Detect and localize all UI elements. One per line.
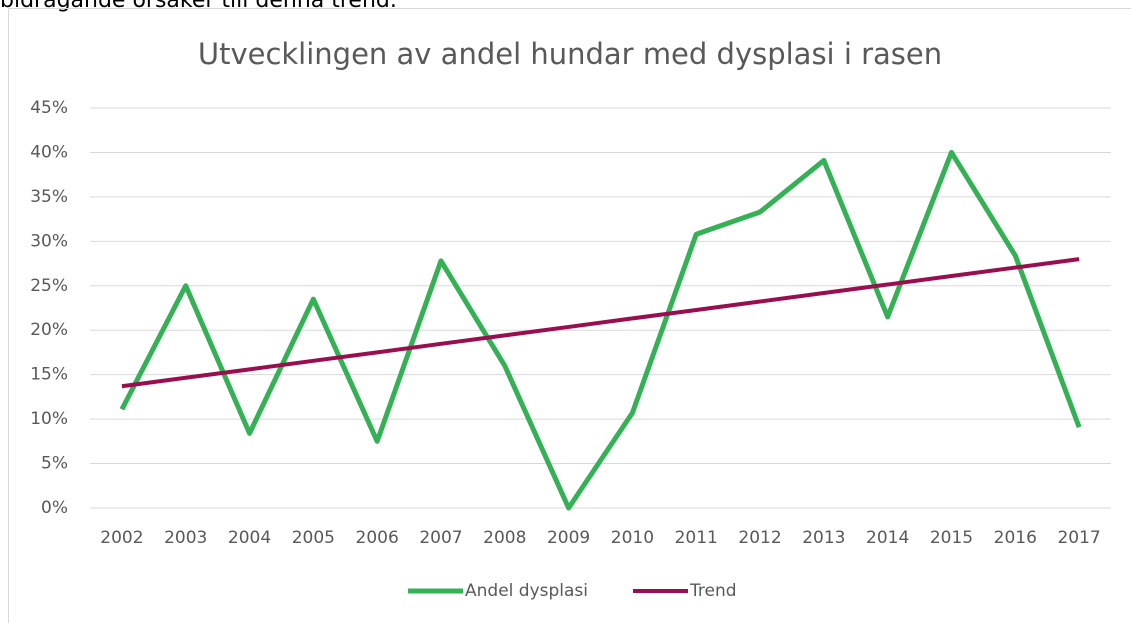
x-tick-label: 2006 [356, 528, 399, 548]
x-tick-label: 2002 [100, 528, 143, 548]
y-tick-label: 5% [41, 454, 68, 474]
x-tick-label: 2013 [802, 528, 845, 548]
y-tick-label: 25% [30, 276, 68, 296]
x-tick-label: 2003 [164, 528, 207, 548]
y-tick-label: 45% [30, 98, 68, 118]
legend-label: Trend [689, 581, 737, 601]
x-tick-label: 2015 [930, 528, 973, 548]
y-tick-label: 20% [30, 320, 68, 340]
chart-title: Utvecklingen av andel hundar med dysplas… [198, 37, 942, 71]
x-tick-label: 2010 [611, 528, 654, 548]
x-tick-label: 2017 [1057, 528, 1100, 548]
x-tick-label: 2004 [228, 528, 271, 548]
y-tick-label: 40% [30, 142, 68, 162]
x-tick-label: 2016 [994, 528, 1037, 548]
legend-label: Andel dysplasi [465, 581, 588, 601]
x-tick-label: 2005 [292, 528, 335, 548]
x-tick-label: 2008 [483, 528, 526, 548]
x-tick-label: 2011 [675, 528, 718, 548]
y-tick-label: 30% [30, 231, 68, 251]
y-tick-label: 15% [30, 365, 68, 385]
x-tick-label: 2009 [547, 528, 590, 548]
x-tick-label: 2007 [419, 528, 462, 548]
x-tick-label: 2012 [738, 528, 781, 548]
y-tick-label: 35% [30, 187, 68, 207]
x-tick-label: 2014 [866, 528, 909, 548]
y-tick-label: 0% [41, 498, 68, 518]
y-tick-label: 10% [30, 409, 68, 429]
data-line [121, 257, 1080, 389]
header-text: bidragande orsaker till denna trend. [0, 0, 397, 13]
